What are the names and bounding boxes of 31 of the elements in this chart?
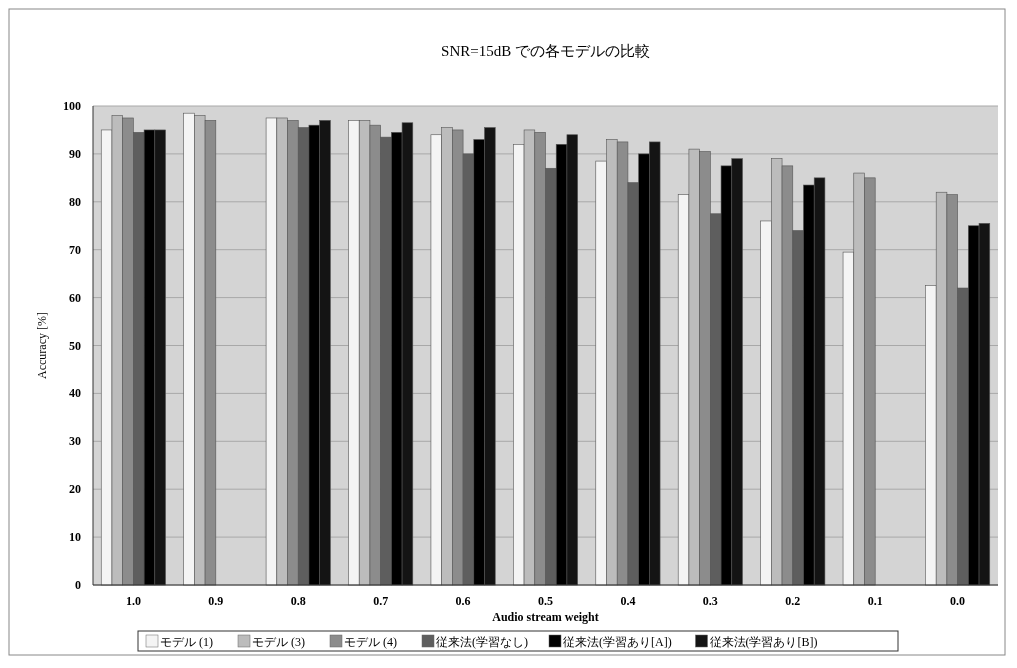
y-tick-label: 70 [69,242,81,257]
legend-label: モデル (1) [160,635,213,649]
chart-title: SNR=15dB での各モデルの比較 [441,43,650,59]
y-tick-label: 50 [69,338,81,353]
y-axis-title: Accuracy [%] [35,312,49,379]
x-tick-label: 0.1 [867,594,883,608]
legend-label: 従来法(学習あり[B]) [709,635,818,649]
x-axis-title: Audio stream weight [492,610,599,624]
y-tick-label: 80 [69,194,81,209]
x-tick-label: 0.2 [785,594,801,608]
y-tick-label: 60 [69,290,81,305]
y-tick-label: 100 [63,99,81,113]
x-tick-label: 0.8 [290,594,306,608]
x-tick-label: 0.3 [702,594,718,608]
y-tick-label: 10 [69,530,81,545]
x-tick-label: 0.9 [208,594,224,608]
x-tick-label: 0.4 [620,594,636,608]
x-tick-label: 0.6 [455,594,471,608]
x-tick-label: 1.0 [125,594,141,608]
x-tick-label: 0.0 [950,594,966,608]
x-tick-label: 0.5 [538,594,553,608]
y-tick-label: 30 [69,434,81,449]
legend-label: モデル (3) [252,635,305,649]
x-tick-label: 0.7 [373,594,389,608]
y-tick-label: 0 [75,578,81,592]
legend-label: 従来法(学習なし) [436,635,528,649]
y-tick-label: 20 [69,482,81,497]
legend-label: 従来法(学習あり[A]) [563,635,672,649]
y-tick-label: 90 [69,146,81,161]
legend-label: モデル (4) [344,635,397,649]
y-tick-label: 40 [69,386,81,401]
